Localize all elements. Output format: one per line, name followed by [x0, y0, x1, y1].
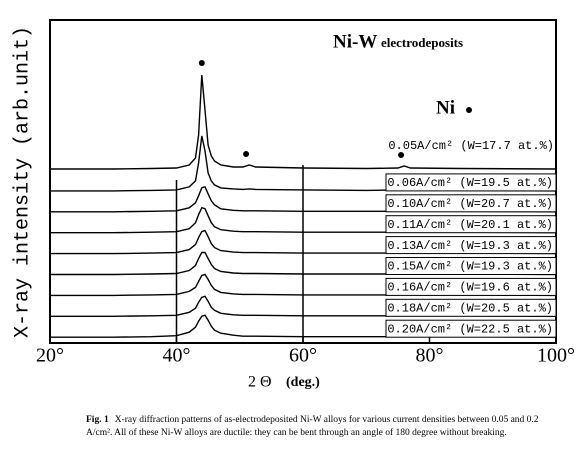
label-box: [385, 215, 557, 234]
x-tick-label: 80°: [416, 345, 444, 367]
series-label: 0.20A/cm² (W=22.5 at.%): [387, 322, 553, 336]
ni-peak-marker: [398, 152, 405, 158]
ni-peak-marker: [243, 151, 250, 157]
series-label: 0.06A/cm² (W=19.5 at.%): [387, 176, 553, 190]
label-box: [385, 277, 557, 296]
label-box: [385, 257, 557, 275]
series-label: 0.10A/cm² (W=20.7 at.%): [387, 197, 553, 211]
label-box: [385, 236, 557, 255]
label-box: [385, 298, 557, 317]
ni-peak-marker: [198, 60, 205, 66]
x-tick-label: 40°: [163, 345, 191, 367]
series-label: 0.15A/cm² (W=19.3 at.%): [387, 260, 553, 274]
series-label: 0.16A/cm² (W=19.6 at.%): [387, 281, 553, 295]
chart: Ni-W electrodeposits Ni X-ray intensity …: [11, 19, 575, 391]
xrd-trace: [50, 74, 557, 170]
label-box: [385, 194, 557, 213]
series-label: 0.05A/cm² (W=17.7 at.%): [388, 139, 554, 153]
chart-subtitle: electrodeposits: [381, 35, 463, 50]
caption-text: X-ray diffraction patterns of as-electro…: [86, 415, 539, 438]
x-tick-label: 100°: [537, 345, 575, 367]
series-label: 0.13A/cm² (W=19.3 at.%): [387, 239, 553, 253]
x-tick-label: 60°: [289, 345, 317, 367]
x-axis-unit: (deg.): [286, 375, 320, 390]
chart-title: Ni-W: [333, 31, 377, 52]
x-tick-label: 20°: [36, 345, 64, 367]
y-axis-title: X-ray intensity (arb.unit): [11, 26, 34, 338]
series-label: 0.18A/cm² (W=20.5 at.%): [387, 301, 553, 315]
label-box: [385, 173, 557, 192]
label-box: [385, 319, 557, 338]
series-label: 0.11A/cm² (W=20.1 at.%): [387, 218, 553, 232]
legend-label: Ni: [436, 97, 455, 118]
x-axis-symbol: 2 Θ: [248, 374, 272, 391]
caption-label: Fig. 1: [86, 415, 109, 425]
caption: Fig. 1 X-ray diffraction patterns of as-e…: [86, 414, 556, 440]
legend-marker: [466, 107, 472, 113]
